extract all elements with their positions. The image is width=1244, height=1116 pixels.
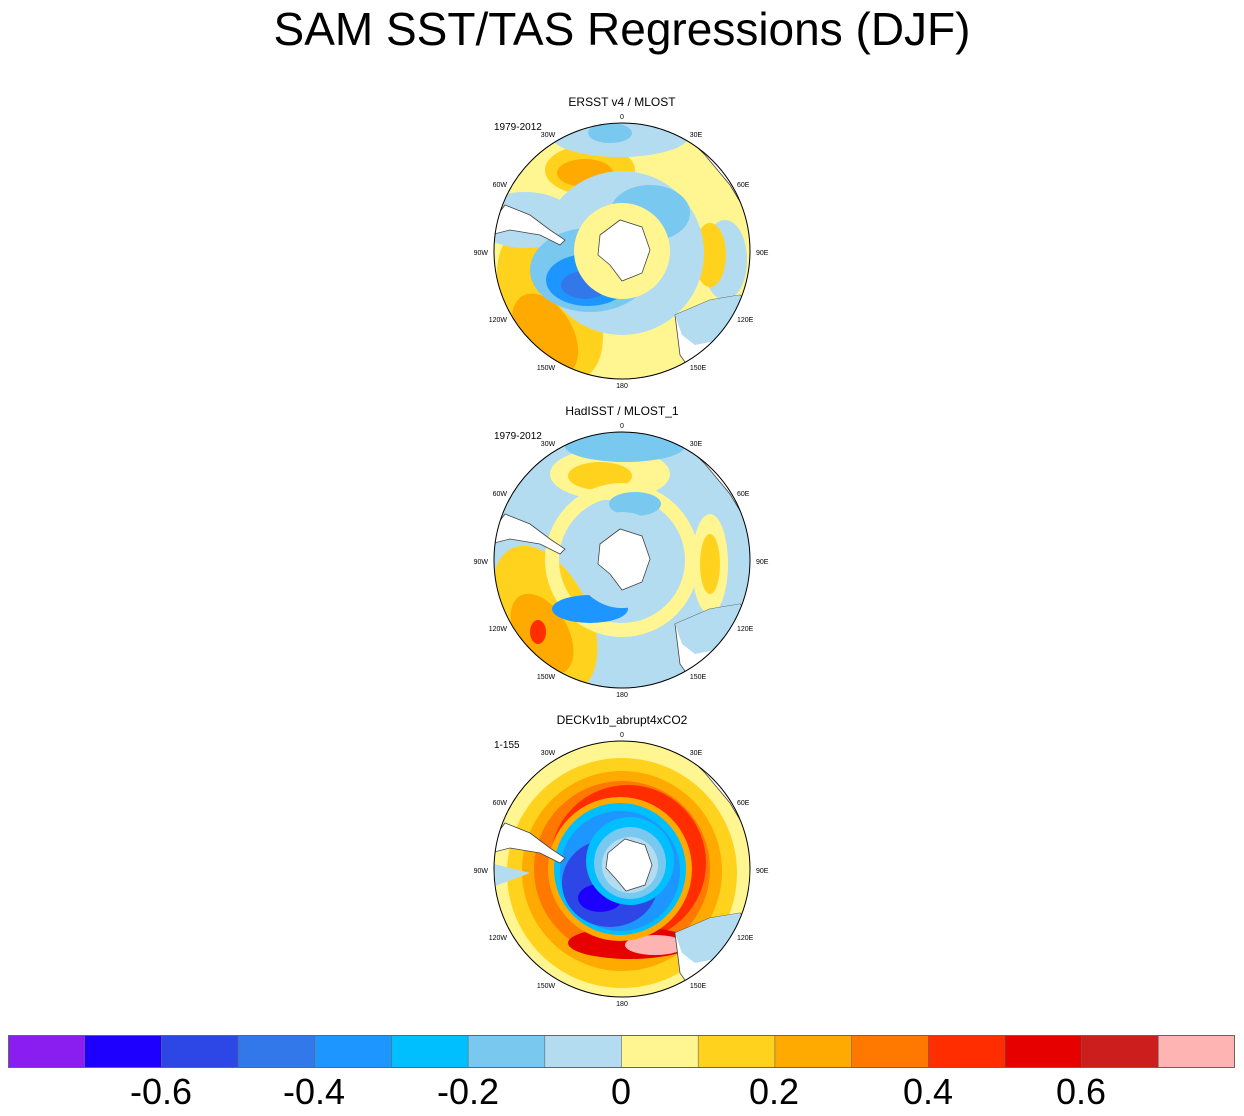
- colorbar-segment: [1158, 1035, 1235, 1068]
- lon-label: 90W: [474, 868, 489, 875]
- colorbar-tick-label: -0.2: [436, 1071, 500, 1112]
- panel-period: 1979-2012: [494, 122, 542, 133]
- lon-label: 0: [620, 114, 624, 121]
- panel-title: ERSST v4 / MLOST: [568, 95, 676, 109]
- longitude-labels: 0 30E 60E 90E 120E 150E 180 150W 120W 90…: [474, 114, 769, 390]
- colorbar-segment: [1081, 1035, 1159, 1068]
- lon-label: 60E: [737, 800, 750, 807]
- colorbar-segment: [391, 1035, 469, 1068]
- lon-label: 120W: [489, 935, 508, 942]
- lon-label: 120W: [489, 317, 508, 324]
- lon-label: 30E: [690, 441, 703, 448]
- lon-label: 60W: [493, 800, 508, 807]
- lon-label: 0: [620, 732, 624, 739]
- colorbar-segment: [1004, 1035, 1083, 1068]
- colorbar-segment: [238, 1035, 316, 1068]
- lon-label: 30W: [541, 441, 556, 448]
- colorbar-segment: [314, 1035, 392, 1068]
- lon-label: 30W: [541, 750, 556, 757]
- colorbar-segment: [774, 1035, 853, 1068]
- panel-period: 1-155: [494, 740, 520, 751]
- lon-label: 30E: [690, 750, 703, 757]
- polar-map-ersst: 0 30E 60E 90E 120E 150E 180 150W 120W 90…: [474, 114, 769, 390]
- colorbar-segment: [851, 1035, 929, 1068]
- lon-label: 120E: [737, 317, 754, 324]
- lon-label: 180: [616, 383, 628, 390]
- colorbar: [8, 1035, 1235, 1068]
- lon-label: 60E: [737, 491, 750, 498]
- lon-label: 150E: [690, 674, 707, 681]
- map-panel-deck: 0 30E 60E 90E 120E 150E 180 150W 120W 90…: [470, 713, 774, 1013]
- lon-label: 90E: [756, 868, 769, 875]
- lon-label: 0: [620, 423, 624, 430]
- colorbar-segment: [544, 1035, 622, 1068]
- colorbar-segment: [8, 1035, 86, 1068]
- lon-label: 120W: [489, 626, 508, 633]
- lon-label: 180: [616, 1001, 628, 1008]
- lon-label: 90W: [474, 559, 489, 566]
- longitude-labels: 0 30E 60E 90E 120E 150E 180 150W 120W 90…: [474, 423, 769, 699]
- colorbar-tick-label: 0.4: [902, 1071, 954, 1112]
- lon-label: 60W: [493, 491, 508, 498]
- colorbar-segment: [621, 1035, 699, 1068]
- lon-label: 90E: [756, 559, 769, 566]
- colorbar-tick-label: -0.4: [282, 1071, 346, 1112]
- lon-label: 180: [616, 692, 628, 699]
- lon-label: 120E: [737, 626, 754, 633]
- colorbar-segment: [698, 1035, 776, 1068]
- colorbar-segment: [84, 1035, 162, 1068]
- lon-label: 150E: [690, 983, 707, 990]
- lon-label: 120E: [737, 935, 754, 942]
- lon-label: 30W: [541, 132, 556, 139]
- colorbar-tick-label: 0: [610, 1071, 632, 1112]
- panel-title: DECKv1b_abrupt4xCO2: [556, 713, 688, 727]
- lon-label: 60E: [737, 182, 750, 189]
- panel-period: 1979-2012: [494, 431, 542, 442]
- map-panel-ersst: 0 30E 60E 90E 120E 150E 180 150W 120W 90…: [470, 95, 774, 395]
- colorbar-border: [8, 1035, 1235, 1068]
- lon-label: 150W: [537, 365, 556, 372]
- colorbar-segment: [928, 1035, 1006, 1068]
- lon-label: 30E: [690, 132, 703, 139]
- lon-label: 60W: [493, 182, 508, 189]
- lon-label: 150W: [537, 674, 556, 681]
- lon-label: 150W: [537, 983, 556, 990]
- colorbar-segment: [161, 1035, 239, 1068]
- panel-title: HadISST / MLOST_1: [565, 404, 679, 418]
- colorbar-tick-label: 0.2: [748, 1071, 800, 1112]
- lon-label: 90E: [756, 250, 769, 257]
- colorbar-tick-label: 0.6: [1055, 1071, 1107, 1112]
- polar-map-hadisst: 0 30E 60E 90E 120E 150E 180 150W 120W 90…: [474, 423, 769, 699]
- longitude-labels: 0 30E 60E 90E 120E 150E 180 150W 120W 90…: [474, 732, 769, 1008]
- colorbar-tick-label: -0.6: [129, 1071, 193, 1112]
- colorbar-segment: [468, 1035, 546, 1068]
- lon-label: 150E: [690, 365, 707, 372]
- map-panel-hadisst: 0 30E 60E 90E 120E 150E 180 150W 120W 90…: [470, 404, 774, 704]
- polar-map-deck: 0 30E 60E 90E 120E 150E 180 150W 120W 90…: [474, 732, 769, 1008]
- figure-title: SAM SST/TAS Regressions (DJF): [273, 3, 971, 55]
- lon-label: 90W: [474, 250, 489, 257]
